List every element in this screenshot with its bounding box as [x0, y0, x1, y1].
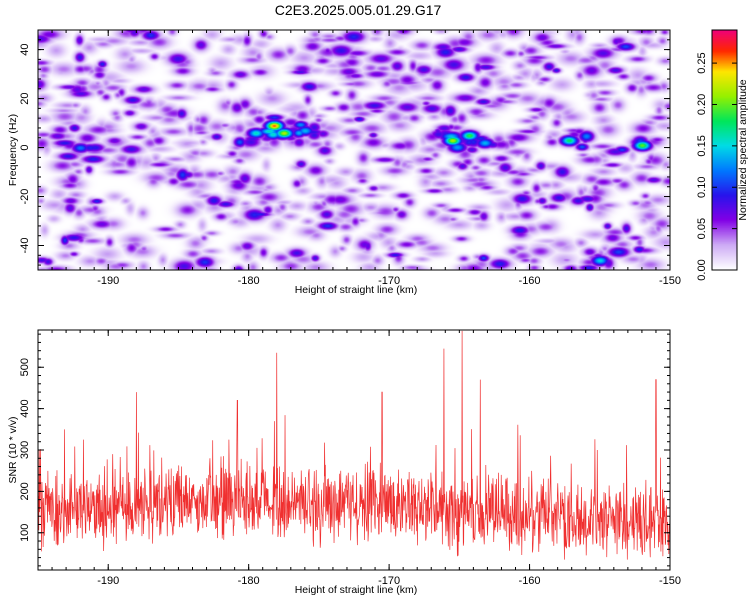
x-tick-label: -180 — [238, 275, 260, 287]
x-tick-label: -170 — [378, 575, 400, 587]
y-tick-label: 100 — [19, 524, 31, 542]
colorbar: 0.00 0.05 0.10 0.15 0.20 0.25 Normalized spec… — [696, 29, 749, 281]
y-tick-label: -20 — [19, 189, 31, 205]
y-tick-label: 300 — [19, 441, 31, 459]
snr-ylabel: SNR (10 * v/v) — [7, 416, 19, 483]
colorbar-tick-label: 0.25 — [696, 52, 708, 73]
y-tick-label: 400 — [19, 399, 31, 417]
colorbar-image — [712, 30, 737, 270]
x-tick-label: -150 — [659, 275, 681, 287]
colorbar-tick-label: 0.20 — [696, 94, 708, 115]
colorbar-label: Normalized spectral amplitude — [737, 79, 749, 220]
snr-y-ticks: 100 200 300 400 500 — [19, 333, 670, 567]
colorbar-tick-label: 0.15 — [696, 135, 708, 156]
spectrogram-ylabel: Frequency (Hz) — [7, 114, 19, 186]
colorbar-tick-label: 0.05 — [696, 218, 708, 239]
spectrogram-xlabel: Height of straight line (km) — [295, 284, 418, 296]
y-tick-label: 20 — [19, 92, 31, 104]
y-tick-label: 40 — [19, 43, 31, 55]
colorbar-tick-label: 0.00 — [696, 259, 708, 280]
x-tick-label: -160 — [519, 575, 541, 587]
x-tick-label: -190 — [97, 275, 119, 287]
x-tick-label: -150 — [659, 575, 681, 587]
colorbar-tick-label: 0.10 — [696, 177, 708, 198]
snr-panel: -190 -180 -170 -160 -150 100 200 300 400 500 Hei… — [7, 329, 681, 596]
x-tick-label: -180 — [238, 575, 260, 587]
snr-xlabel: Height of straight line (km) — [295, 584, 418, 596]
y-tick-label: -40 — [19, 238, 31, 254]
colorbar-frame — [711, 29, 738, 271]
colorbar-ticks: 0.00 0.05 0.10 0.15 0.20 0.25 — [696, 52, 737, 281]
spectrogram-panel: -190 -180 -170 -160 -150 -40 -20 0 20 40 Height … — [7, 29, 681, 296]
y-tick-label: 500 — [19, 358, 31, 376]
spectrogram-image — [38, 30, 670, 270]
x-tick-label: -160 — [519, 275, 541, 287]
y-tick-label: 200 — [19, 482, 31, 500]
snr-series-line — [38, 330, 670, 560]
chart-title: C2E3.2025.005.01.29.G17 — [275, 2, 442, 18]
snr-x-ticks: -190 -180 -170 -160 -150 — [37, 330, 681, 587]
spectrogram-x-ticks: -190 -180 -170 -160 -150 — [37, 30, 681, 287]
spectrogram-y-ticks: -40 -20 0 20 40 — [19, 29, 670, 266]
spectrogram-frame — [37, 29, 671, 271]
x-tick-label: -170 — [378, 275, 400, 287]
x-tick-label: -190 — [97, 575, 119, 587]
y-tick-label: 0 — [19, 144, 31, 150]
